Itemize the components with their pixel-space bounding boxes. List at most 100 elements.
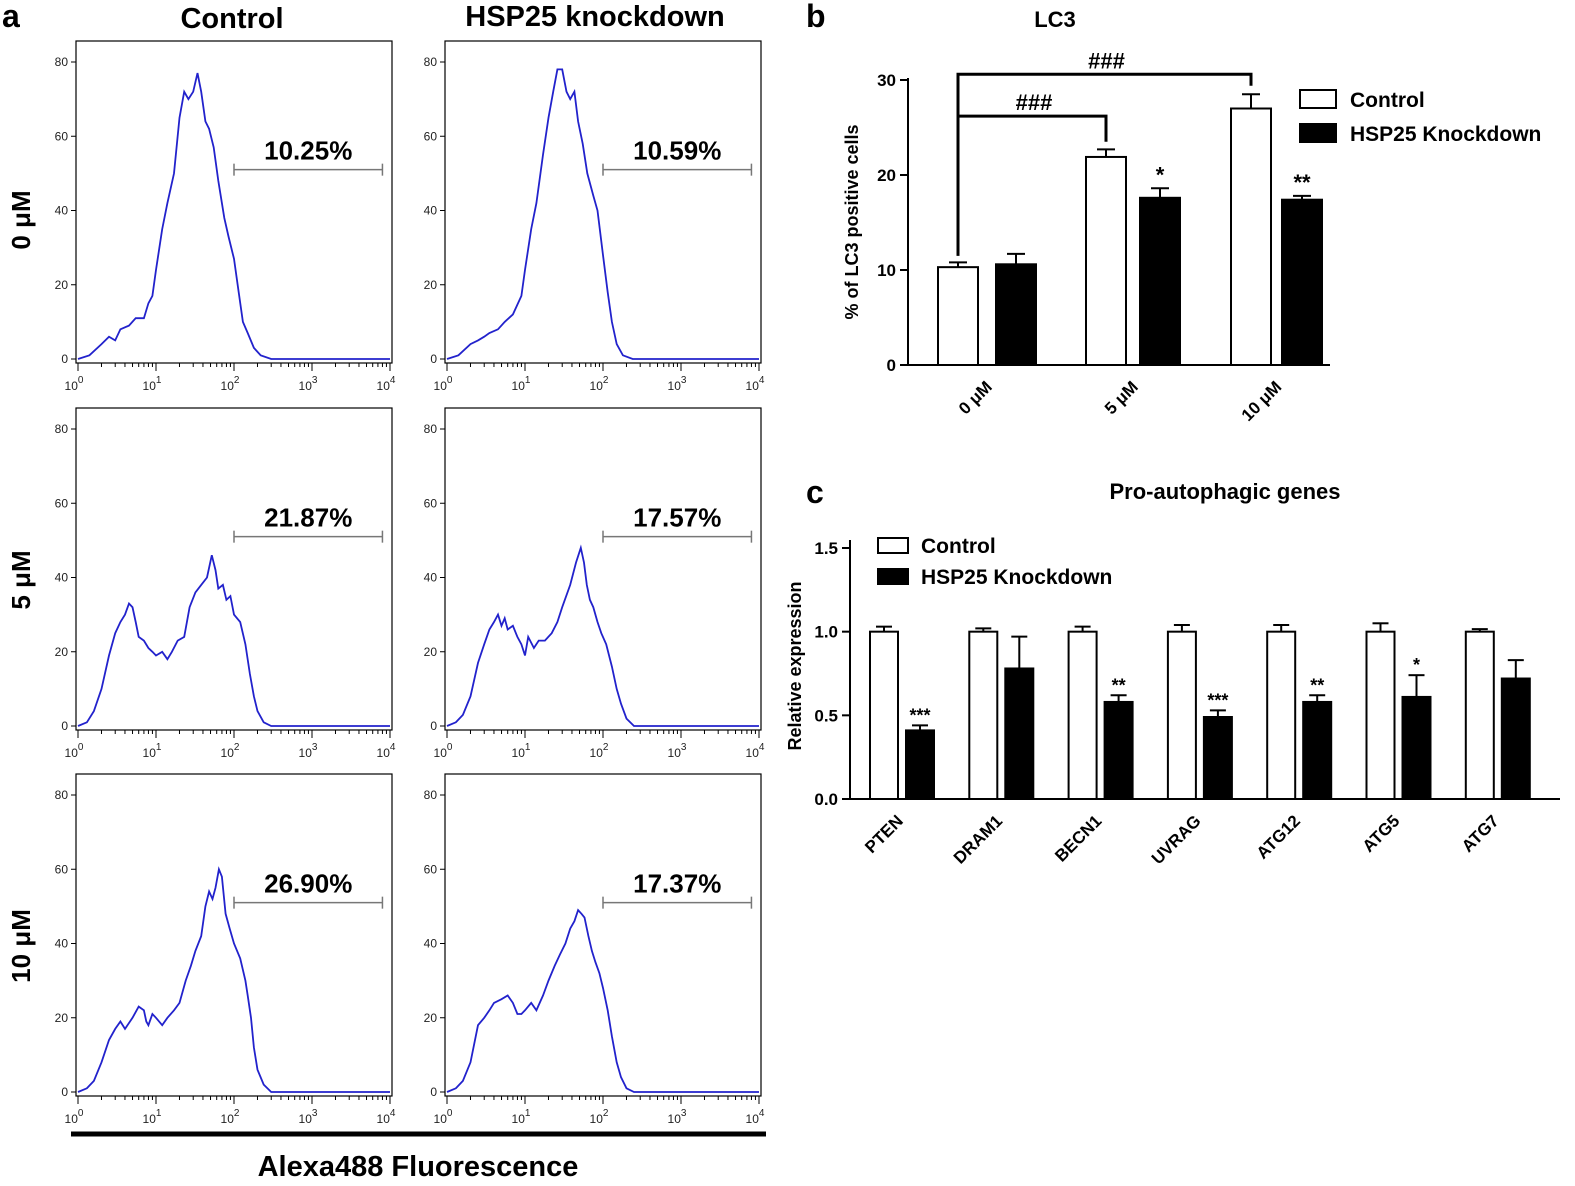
chart-b-title: LC3 [1034,7,1076,32]
bar-knockdown [1202,716,1233,800]
y-tick-label: 40 [424,204,438,218]
bracket-label: ### [1088,48,1125,73]
x-tick-base: 10 [143,1112,157,1126]
x-tick-exponent: 4 [390,1108,396,1119]
y-tick-label: 20 [55,645,69,659]
x-tick-base: 10 [65,379,79,393]
x-tick-exponent: 3 [312,1108,318,1119]
x-tick-exponent: 3 [681,742,687,753]
x-tick-exponent: 1 [525,742,531,753]
x-tick-base: 10 [590,379,604,393]
histogram-line [446,68,759,360]
y-tick-label: 0.5 [814,706,838,725]
y-tick-label: 1.5 [814,539,838,558]
bar-control [1166,630,1197,801]
bar-control [1230,107,1272,366]
bar-knockdown [1139,196,1181,366]
x-tick-exponent: 0 [447,1108,453,1119]
panel-label-b: b [806,0,826,34]
panel-label-a: a [2,0,20,34]
y-tick-label: 30 [877,71,896,90]
x-tick-label: 104 [746,375,765,393]
y-tick-label: 40 [55,571,69,585]
x-tick-label: 102 [590,375,609,393]
y-tick-label: 0.0 [814,790,838,809]
y-tick-label: 60 [55,496,69,510]
x-tick-exponent: 1 [156,742,162,753]
x-tick-label: 100 [65,742,84,760]
row-label-5uM: 5 μM [6,550,36,609]
x-axis-label-alexa488: Alexa488 Fluorescence [258,1151,579,1183]
y-tick-label: 20 [424,1011,438,1025]
x-tick-label: 101 [512,1108,531,1126]
x-tick-base: 10 [434,1112,448,1126]
bar-control [1067,630,1098,801]
y-tick-label: 60 [424,129,438,143]
x-tick-label: 102 [590,1108,609,1126]
x-tick-exponent: 2 [603,1108,609,1119]
x-tick-exponent: 2 [234,1108,240,1119]
y-tick-label: 0 [430,719,437,733]
histogram-frame [75,40,393,364]
bar-knockdown [1004,667,1035,800]
histogram-frame [444,40,762,364]
histogram-frame [75,407,393,731]
y-tick-label: 40 [55,204,69,218]
legend-label-knockdown: HSP25 Knockdown [1350,123,1541,146]
category-label: UVRAG [1148,811,1205,868]
x-tick-base: 10 [746,379,760,393]
x-tick-base: 10 [299,1112,313,1126]
x-tick-exponent: 2 [234,742,240,753]
bar-knockdown [905,729,935,800]
column-title-control: Control [180,3,283,35]
x-tick-label: 104 [377,742,396,760]
legend-label-control: Control [1350,89,1425,112]
x-tick-exponent: 2 [234,375,240,386]
x-tick-label: 104 [377,375,396,393]
row-label-10uM: 10 μM [6,909,36,983]
legend-swatch-knockdown [1299,123,1337,143]
x-tick-label: 103 [668,1108,687,1126]
bar-knockdown [1302,700,1333,800]
histogram-frame [444,407,762,731]
legend-label-control: Control [921,535,996,558]
bar-control [937,266,979,366]
y-tick-label: 20 [877,166,896,185]
y-tick-label: 80 [55,788,69,802]
legend-swatch-knockdown [877,568,909,585]
category-label: BECN1 [1051,811,1105,865]
x-tick-base: 10 [434,379,448,393]
gate-percentage: 10.59% [633,136,721,166]
y-tick-label: 80 [424,788,438,802]
x-tick-base: 10 [221,379,235,393]
x-tick-base: 10 [65,746,79,760]
x-tick-exponent: 0 [78,375,84,386]
gate-percentage: 21.87% [264,503,352,533]
x-tick-label: 100 [434,1108,453,1126]
x-tick-label: 100 [65,1108,84,1126]
legend-swatch-control [1299,89,1337,109]
row-label-0uM: 0 μM [6,190,36,249]
x-tick-label: 102 [221,1108,240,1126]
bar-knockdown [1281,198,1323,366]
x-tick-base: 10 [299,379,313,393]
x-tick-exponent: 4 [759,742,765,753]
x-tick-base: 10 [143,746,157,760]
histogram-frame [75,773,393,1097]
significance-marker: ** [1112,675,1126,695]
x-tick-label: 104 [746,742,765,760]
category-label: DRAM1 [950,811,1006,867]
significance-marker: ** [1310,675,1324,695]
x-tick-label: 101 [143,375,162,393]
x-tick-exponent: 3 [681,1108,687,1119]
legend-swatch-control [877,537,909,554]
x-tick-base: 10 [668,1112,682,1126]
histogram-line [446,908,759,1093]
x-tick-exponent: 4 [759,1108,765,1119]
x-tick-label: 104 [746,1108,765,1126]
y-tick-label: 80 [55,55,69,69]
